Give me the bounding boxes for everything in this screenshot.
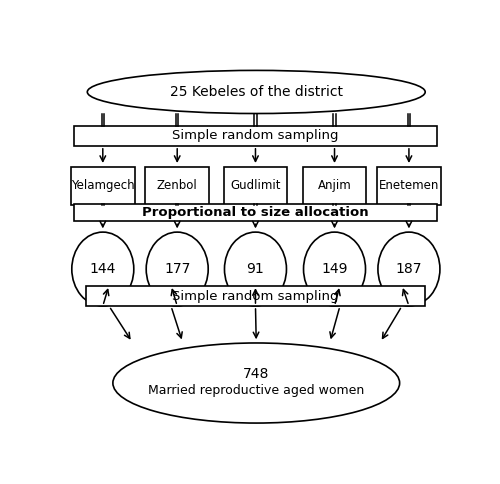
Text: Zenbol: Zenbol [157,180,198,193]
Text: 177: 177 [164,262,190,276]
Bar [146,166,209,205]
Text: 25 Kebeles of the district: 25 Kebeles of the district [170,85,343,99]
Text: 91: 91 [246,262,264,276]
Bar [71,166,134,205]
Ellipse shape [378,232,440,306]
Text: 748: 748 [243,367,270,381]
Bar [303,166,366,205]
Text: Simple random sampling: Simple random sampling [172,289,338,302]
Text: 144: 144 [90,262,116,276]
Text: Enetemen: Enetemen [378,180,439,193]
Ellipse shape [72,232,134,306]
Text: Anjim: Anjim [318,180,352,193]
Bar [86,286,425,306]
Ellipse shape [304,232,366,306]
Ellipse shape [146,232,208,306]
Text: Simple random sampling: Simple random sampling [172,129,338,142]
Text: Proportional to size allocation: Proportional to size allocation [142,206,369,219]
Bar [224,166,287,205]
Ellipse shape [88,70,425,114]
Text: Married reproductive aged women: Married reproductive aged women [148,384,364,397]
Text: Gudlimit: Gudlimit [230,180,280,193]
Bar [377,166,440,205]
Bar [74,204,437,221]
Bar [74,126,437,146]
Text: 149: 149 [322,262,348,276]
Text: 187: 187 [396,262,422,276]
Ellipse shape [224,232,286,306]
Ellipse shape [113,343,400,423]
Text: Yelamgech: Yelamgech [71,180,134,193]
